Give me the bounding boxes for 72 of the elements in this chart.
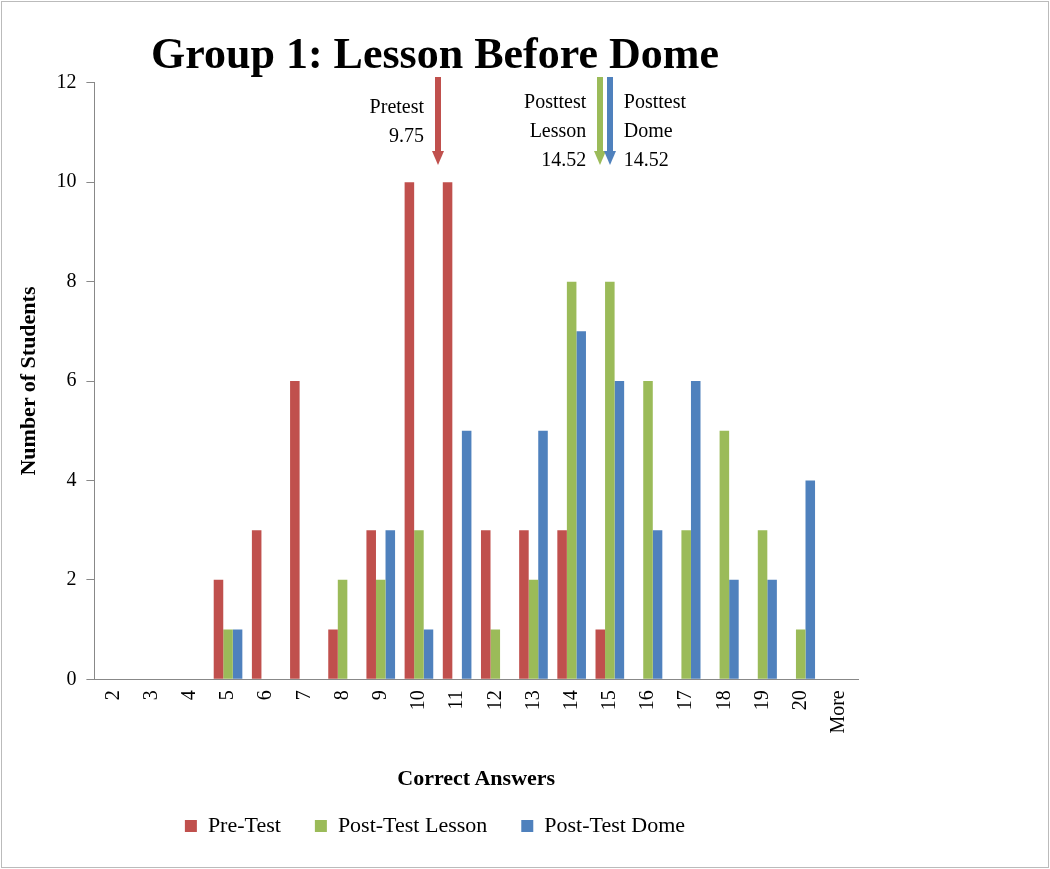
x-tick-label: 4 [177,690,200,701]
bar [643,381,653,679]
bar [414,530,424,679]
chart-title: Group 1: Lesson Before Dome [151,28,719,78]
x-tick-label: 2 [100,690,123,701]
bar [595,629,606,679]
y-tick-label: 12 [56,70,77,93]
x-tick-label: 7 [291,690,314,701]
x-tick-label: 18 [711,690,734,711]
bar [681,530,691,679]
x-tick-label: 17 [673,690,696,711]
x-tick-label: 16 [635,690,658,711]
bar [366,530,376,679]
x-tick-label: 8 [329,690,352,701]
bar [385,530,396,679]
bar [795,629,806,679]
bar [566,281,577,679]
bar [251,530,262,679]
x-tick-label: 6 [253,690,276,701]
x-tick-label: 5 [215,690,238,701]
bar [290,381,300,679]
bar [719,430,730,679]
x-tick-label: 12 [482,690,505,711]
y-tick-label: 4 [66,467,77,490]
bar [757,530,768,679]
bar [729,579,739,679]
x-tick-label: 20 [787,690,810,711]
bar [576,331,586,679]
bar [223,629,233,679]
legend-label: Pre-Test [207,811,281,837]
bar [557,530,567,679]
bar [605,281,615,679]
bar [528,579,539,679]
bar [423,629,434,679]
bar [404,182,415,679]
bar [614,381,625,679]
bar [490,629,501,679]
legend-label: Post-Test Dome [544,811,686,837]
bar [805,480,816,679]
x-tick-label: 9 [368,690,390,701]
bar [375,579,386,679]
bar [480,530,491,679]
bar [461,430,472,679]
y-tick-label: 8 [66,268,77,291]
x-tick-label: 15 [597,690,620,711]
bar [767,579,777,679]
annotation: Posttest Lesson 14.52 [524,89,587,172]
annotation: Pretest 9.75 [369,94,425,148]
bar [538,430,548,679]
x-tick-label: 3 [138,690,161,701]
x-tick-label: 19 [749,690,772,711]
y-tick-label: 6 [66,368,77,391]
y-axis-title: Number of Students [14,286,40,476]
bar [328,629,338,679]
x-axis-title: Correct Answers [397,765,556,791]
bar [690,381,701,679]
bar [652,530,663,679]
y-tick-label: 2 [66,567,77,590]
annotation: Posttest Dome 14.52 [623,89,687,172]
x-tick-label: 13 [520,690,543,711]
bar [213,579,224,679]
bar [232,629,243,679]
y-tick-label: 10 [56,169,77,192]
y-tick-label: 0 [66,666,77,689]
bar [442,182,453,679]
x-tick-label: More [826,690,849,734]
bar [337,579,348,679]
x-tick-label: 14 [558,690,581,711]
bar [519,530,529,679]
x-tick-label: 11 [444,690,467,710]
legend-label: Post-Test Lesson [337,811,488,837]
x-tick-label: 10 [406,690,429,711]
